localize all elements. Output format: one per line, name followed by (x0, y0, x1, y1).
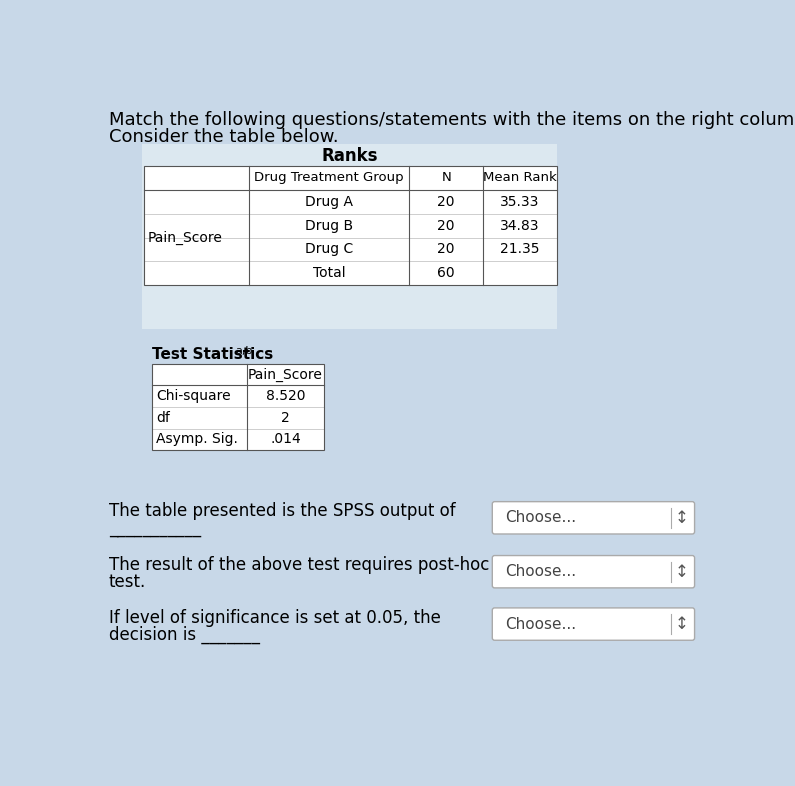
Text: Test Statistics: Test Statistics (152, 347, 273, 362)
Text: Ranks: Ranks (321, 147, 378, 165)
Text: The table presented is the SPSS output of: The table presented is the SPSS output o… (109, 502, 456, 520)
Text: .014: .014 (270, 432, 301, 446)
Text: ___________: ___________ (109, 520, 201, 538)
Text: If level of significance is set at 0.05, the: If level of significance is set at 0.05,… (109, 608, 440, 626)
Text: Drug Treatment Group: Drug Treatment Group (254, 171, 404, 185)
Text: Pain_Score: Pain_Score (248, 368, 323, 382)
Text: 35.33: 35.33 (500, 195, 540, 209)
Text: Drug A: Drug A (305, 195, 353, 209)
Text: 60: 60 (437, 266, 455, 281)
FancyBboxPatch shape (492, 501, 695, 534)
Text: Choose...: Choose... (506, 564, 576, 579)
Text: Mean Rank: Mean Rank (483, 171, 556, 185)
Text: 20: 20 (437, 219, 455, 233)
FancyBboxPatch shape (152, 364, 324, 450)
Text: Choose...: Choose... (506, 510, 576, 525)
FancyBboxPatch shape (492, 556, 695, 588)
Text: 8.520: 8.520 (266, 389, 305, 403)
Text: a,b: a,b (235, 346, 252, 356)
Text: N: N (441, 171, 451, 185)
Text: Total: Total (313, 266, 346, 281)
Text: Match the following questions/statements with the items on the right column.: Match the following questions/statements… (109, 112, 795, 129)
Text: Drug B: Drug B (305, 219, 353, 233)
Text: test.: test. (109, 573, 146, 591)
Text: 2: 2 (281, 411, 289, 424)
Text: decision is _______: decision is _______ (109, 626, 260, 644)
Text: Pain_Score: Pain_Score (147, 230, 223, 244)
Text: Drug C: Drug C (305, 242, 353, 256)
Text: Asymp. Sig.: Asymp. Sig. (156, 432, 238, 446)
Text: 20: 20 (437, 195, 455, 209)
FancyBboxPatch shape (142, 145, 556, 329)
Text: Consider the table below.: Consider the table below. (109, 128, 339, 146)
FancyBboxPatch shape (492, 608, 695, 641)
Text: 20: 20 (437, 242, 455, 256)
Text: Choose...: Choose... (506, 616, 576, 632)
Text: ↕: ↕ (674, 615, 688, 633)
FancyBboxPatch shape (144, 166, 556, 285)
Text: ↕: ↕ (674, 563, 688, 581)
Text: 34.83: 34.83 (500, 219, 540, 233)
Text: df: df (156, 411, 170, 424)
Text: ↕: ↕ (674, 509, 688, 527)
Text: The result of the above test requires post-hoc: The result of the above test requires po… (109, 556, 489, 575)
Text: 21.35: 21.35 (500, 242, 540, 256)
Text: Chi-square: Chi-square (156, 389, 231, 403)
